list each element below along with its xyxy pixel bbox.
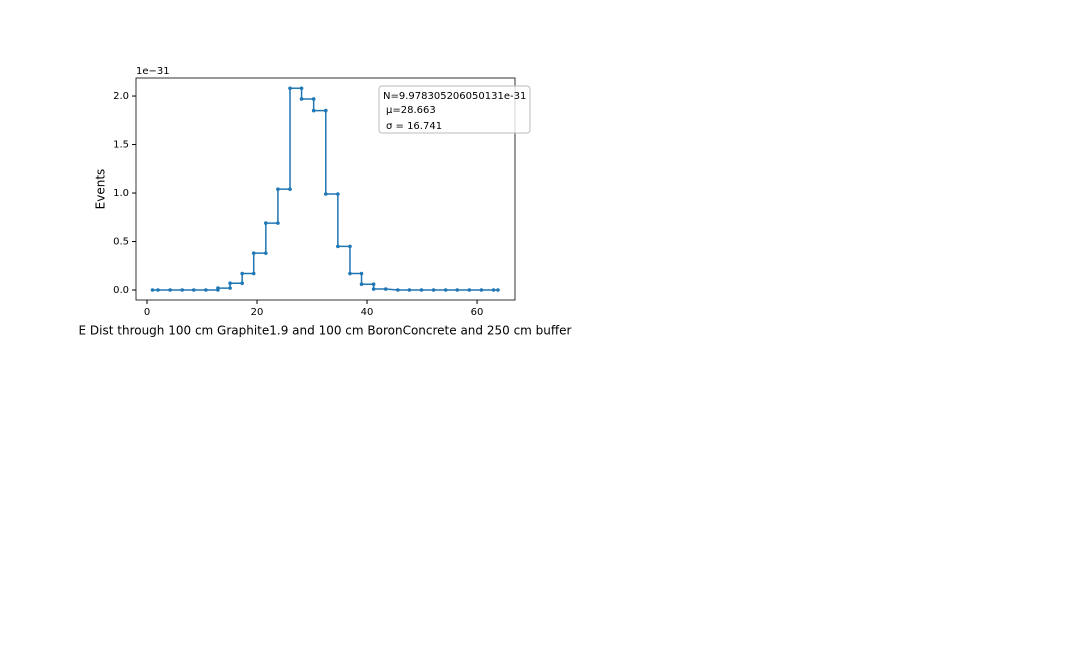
data-point [204, 288, 208, 292]
data-point [396, 288, 400, 292]
data-point [479, 288, 484, 292]
data-point [467, 288, 472, 292]
x-tick-label: 0 [144, 307, 150, 318]
data-point [359, 282, 364, 286]
data-point [240, 281, 244, 286]
y-tick-label: 1.0 [113, 188, 129, 199]
y-tick-label: 1.5 [113, 140, 129, 151]
data-point [276, 221, 280, 225]
data-point [336, 244, 340, 249]
stats-text: μ=28.663 [386, 105, 436, 116]
data-point [311, 108, 316, 113]
data-point [371, 287, 376, 291]
data-point [288, 187, 292, 191]
stats-box [378, 85, 531, 134]
data-point [348, 271, 352, 276]
plot-frame [135, 77, 516, 301]
data-point [216, 286, 220, 290]
data-point [431, 288, 436, 292]
data-point [323, 192, 328, 196]
y-axis-label: Events [94, 169, 108, 210]
stats-text: σ = 16.741 [386, 121, 442, 132]
data-point [191, 288, 196, 292]
data-point [407, 288, 412, 292]
stats-text: N=9.978305206050131e-31 [383, 91, 526, 102]
data-point [150, 288, 155, 292]
data-point [228, 286, 232, 290]
data-point [276, 187, 280, 191]
data-point [168, 288, 172, 292]
data-point [323, 108, 328, 113]
data-point [371, 282, 376, 286]
data-point [264, 251, 268, 255]
data-point [228, 281, 232, 286]
data-point [311, 97, 316, 101]
data-point [443, 288, 448, 292]
data-point [491, 288, 496, 292]
data-point [299, 86, 304, 91]
x-tick-label: 40 [361, 307, 374, 318]
x-tick-label: 60 [471, 307, 484, 318]
x-axis-label: E Dist through 100 cm Graphite1.9 and 10… [79, 324, 572, 338]
data-point [180, 288, 185, 292]
y-offset-label: 1e−31 [136, 66, 170, 77]
data-point [251, 251, 256, 255]
data-point [288, 86, 292, 91]
data-point [336, 192, 340, 196]
data-point [496, 288, 500, 292]
data-point [348, 244, 352, 249]
data-point [455, 288, 460, 292]
data-point [251, 271, 256, 276]
y-tick-label: 2.0 [113, 91, 129, 102]
data-point [383, 287, 388, 291]
data-point [299, 97, 304, 101]
data-point [359, 271, 364, 276]
x-tick-label: 20 [251, 307, 264, 318]
y-tick-label: 0.0 [113, 285, 129, 296]
data-point [240, 271, 244, 276]
data-point [264, 221, 268, 225]
data-point [156, 288, 160, 292]
data-point [419, 288, 424, 292]
y-tick-label: 0.5 [113, 237, 129, 248]
